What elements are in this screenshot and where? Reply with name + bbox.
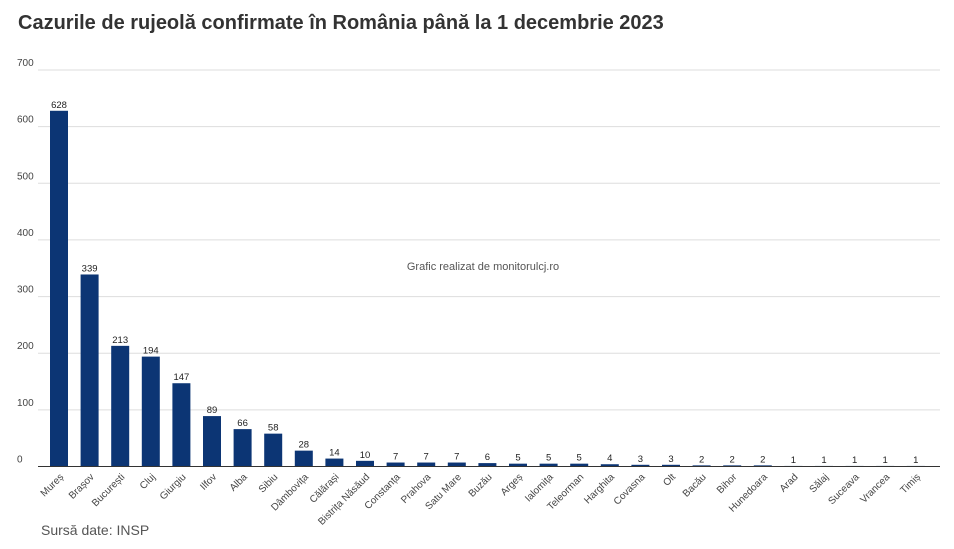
bar-value-label: 1 [852,455,857,466]
bar-value-label: 4 [607,453,612,464]
bar-value-label: 2 [699,454,704,465]
bar-value-label: 213 [112,335,128,346]
bar [478,463,497,467]
bar-value-label: 628 [51,100,67,111]
x-tick-label: Brașov [67,472,97,502]
bar [509,463,527,467]
bar [447,462,466,467]
bar [417,462,436,467]
bar [111,345,130,467]
bar-value-labels: 628 339 213 194 147 89 66 58 28 14 10 7 7 7 6 5 5 5 4 3 3 2 2 2… [51,100,918,466]
bar [294,450,313,467]
x-tick-label: Ilfov [198,472,219,493]
bar [203,416,221,467]
bar [50,110,68,467]
bar-value-label: 1 [791,455,796,466]
bar [356,460,374,467]
bar-value-label: 28 [299,440,310,451]
bar [600,464,619,467]
bar [723,465,742,467]
bar-value-label: 3 [668,454,673,465]
bar-value-label: 1 [883,455,888,466]
watermark-text: Grafic realizat de monitorulcj.ro [407,261,559,273]
x-tick-label: Bacău [681,472,709,500]
bar [233,429,252,467]
bar [662,464,680,467]
x-tick-label: Argeș [499,472,525,498]
x-tick-label: București [90,472,127,509]
bar-value-label: 7 [393,452,398,463]
bar-value-label: 7 [454,452,459,463]
y-tick-label: 300 [17,285,34,296]
bar [631,464,650,467]
x-tick-label: Cluj [138,472,158,492]
bar [325,458,344,467]
bar-value-label: 1 [821,455,826,466]
bar [539,463,558,467]
bar [753,465,772,467]
bar-value-label: 5 [577,453,582,464]
x-tick-label: Suceava [826,472,862,508]
x-tick-label: Buzău [467,472,495,500]
y-tick-label: 600 [17,115,34,126]
bar-value-label: 10 [360,450,371,461]
bar [80,274,99,467]
bar-value-label: 14 [329,448,340,459]
bar-value-label: 147 [173,372,189,383]
bar-value-label: 5 [546,453,551,464]
y-tick-label: 200 [17,341,34,352]
x-tick-label: Timiș [899,472,923,496]
y-axis-tick-labels: 0 100 200 300 400 500 600 700 [17,58,34,466]
y-tick-label: 0 [17,455,23,466]
bar-value-label: 194 [143,346,159,357]
x-tick-label: Olt [661,472,678,489]
bar-value-label: 1 [913,455,918,466]
x-tick-label: Bihor [715,471,740,496]
bar-value-label: 339 [82,263,98,274]
bar [570,463,589,467]
grid-lines [38,69,940,411]
bar [692,465,711,467]
bar-value-label: 89 [207,405,218,416]
bar-value-label: 2 [760,454,765,465]
y-tick-label: 500 [17,171,34,182]
x-tick-label: Alba [228,472,250,494]
bar-value-label: 7 [424,452,429,463]
x-tick-label: Covasna [612,472,648,508]
bar-value-label: 6 [485,452,490,463]
bar-value-label: 2 [730,454,735,465]
bar-value-label: 3 [638,454,643,465]
x-tick-label: Arad [778,472,801,495]
source-note: Sursă date: INSP [41,522,150,538]
chart-title: Cazurile de rujeolă confirmate în Români… [18,12,664,34]
x-tick-label: Sălaj [808,472,832,496]
bar [141,356,160,467]
bar-value-label: 58 [268,423,279,434]
x-tick-label: Vrancea [858,472,892,506]
y-tick-label: 100 [17,398,34,409]
bar [264,433,283,467]
x-tick-label: Giurgiu [158,472,189,503]
bars [50,110,925,467]
y-tick-label: 700 [17,58,34,69]
bar-value-label: 5 [515,453,520,464]
y-tick-label: 400 [17,228,34,239]
x-tick-label: Mureș [39,472,66,499]
bar-value-label: 66 [237,418,248,429]
bar [172,383,191,467]
bar [386,462,405,467]
x-tick-label: Sibiu [257,472,281,496]
